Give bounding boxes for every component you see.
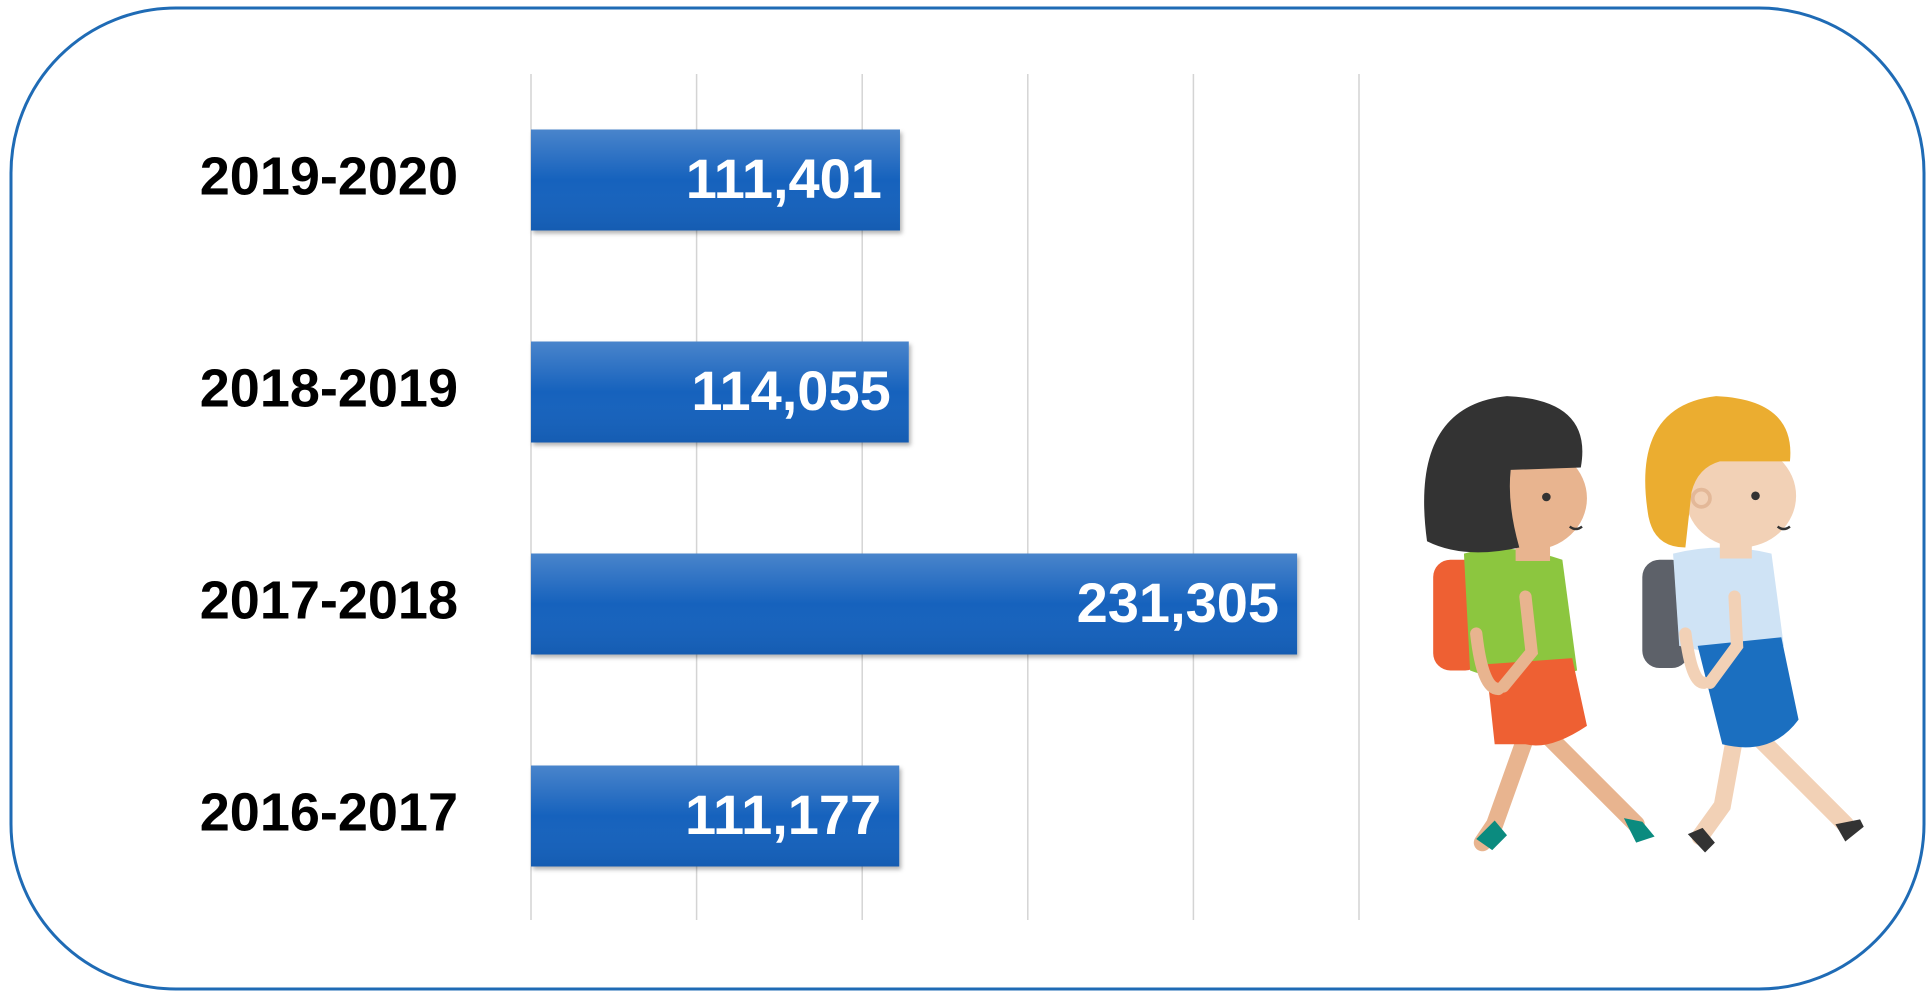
y-tick-label: 2017-2018 [200,570,458,630]
value-label: 114,055 [691,359,890,422]
chart: 2019-2020 111,401 2018-2019 114,055 2017-201… [0,0,1929,994]
y-tick-label: 2019-2020 [200,146,458,206]
y-tick-label: 2016-2017 [200,782,458,842]
page: 2019-2020 111,401 2018-2019 114,055 2017-201… [0,0,1929,994]
bar-group: 231,305 [531,554,1297,655]
value-label: 111,177 [685,783,881,846]
value-label: 111,401 [686,147,882,210]
bar-group: 111,401 [531,130,900,231]
bar-group: 114,055 [531,342,909,443]
value-label: 231,305 [1077,571,1279,634]
bar-group: 111,177 [531,766,899,867]
y-tick-label: 2018-2019 [200,358,458,418]
